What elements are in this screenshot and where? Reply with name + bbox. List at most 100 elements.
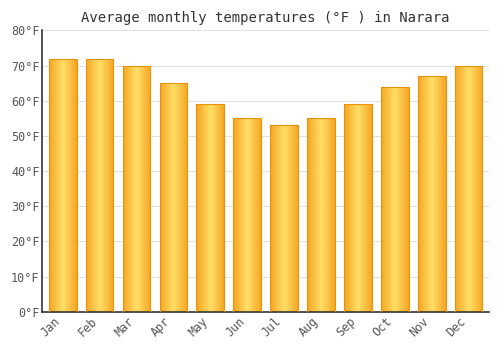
Bar <box>466 65 467 312</box>
Bar <box>200 104 202 312</box>
Bar <box>399 87 400 312</box>
Bar <box>369 104 370 312</box>
Bar <box>401 87 402 312</box>
Bar <box>348 104 349 312</box>
Bar <box>244 118 245 312</box>
Bar <box>100 58 101 312</box>
Bar <box>199 104 200 312</box>
Bar <box>419 76 420 312</box>
Bar <box>101 58 102 312</box>
Bar <box>86 58 114 312</box>
Bar <box>432 76 433 312</box>
Bar <box>422 76 424 312</box>
Bar <box>383 87 384 312</box>
Bar <box>463 65 464 312</box>
Bar <box>481 65 482 312</box>
Bar <box>279 125 280 312</box>
Bar <box>257 118 258 312</box>
Bar <box>174 83 175 312</box>
Bar <box>273 125 274 312</box>
Bar <box>186 83 187 312</box>
Bar <box>142 65 144 312</box>
Bar <box>197 104 198 312</box>
Bar <box>459 65 460 312</box>
Bar <box>213 104 214 312</box>
Bar <box>317 118 318 312</box>
Bar <box>179 83 180 312</box>
Bar <box>241 118 242 312</box>
Bar <box>320 118 321 312</box>
Bar <box>322 118 323 312</box>
Bar <box>272 125 273 312</box>
Bar <box>431 76 432 312</box>
Bar <box>384 87 385 312</box>
Bar <box>371 104 372 312</box>
Bar <box>112 58 114 312</box>
Bar <box>353 104 354 312</box>
Bar <box>242 118 243 312</box>
Bar <box>177 83 178 312</box>
Bar <box>55 58 56 312</box>
Bar <box>326 118 327 312</box>
Bar <box>89 58 90 312</box>
Bar <box>435 76 436 312</box>
Bar <box>58 58 59 312</box>
Bar <box>218 104 220 312</box>
Bar <box>479 65 480 312</box>
Bar <box>170 83 172 312</box>
Bar <box>105 58 106 312</box>
Bar <box>56 58 57 312</box>
Bar <box>184 83 185 312</box>
Bar <box>74 58 75 312</box>
Bar <box>97 58 98 312</box>
Bar <box>259 118 260 312</box>
Bar <box>332 118 333 312</box>
Bar <box>59 58 60 312</box>
Bar <box>291 125 292 312</box>
Bar <box>307 118 335 312</box>
Bar <box>210 104 211 312</box>
Bar <box>90 58 92 312</box>
Bar <box>65 58 66 312</box>
Bar <box>270 125 298 312</box>
Bar <box>442 76 443 312</box>
Bar <box>166 83 167 312</box>
Bar <box>455 65 482 312</box>
Bar <box>135 65 136 312</box>
Bar <box>316 118 317 312</box>
Bar <box>344 104 346 312</box>
Title: Average monthly temperatures (°F ) in Narara: Average monthly temperatures (°F ) in Na… <box>82 11 450 25</box>
Bar <box>346 104 347 312</box>
Bar <box>133 65 134 312</box>
Bar <box>478 65 479 312</box>
Bar <box>102 58 103 312</box>
Bar <box>392 87 394 312</box>
Bar <box>400 87 401 312</box>
Bar <box>161 83 162 312</box>
Bar <box>312 118 314 312</box>
Bar <box>443 76 444 312</box>
Bar <box>468 65 469 312</box>
Bar <box>131 65 132 312</box>
Bar <box>243 118 244 312</box>
Bar <box>285 125 286 312</box>
Bar <box>290 125 291 312</box>
Bar <box>480 65 481 312</box>
Bar <box>106 58 107 312</box>
Bar <box>128 65 129 312</box>
Bar <box>205 104 206 312</box>
Bar <box>407 87 408 312</box>
Bar <box>237 118 238 312</box>
Bar <box>258 118 259 312</box>
Bar <box>220 104 222 312</box>
Bar <box>122 65 150 312</box>
Bar <box>207 104 208 312</box>
Bar <box>370 104 371 312</box>
Bar <box>208 104 209 312</box>
Bar <box>440 76 442 312</box>
Bar <box>365 104 366 312</box>
Bar <box>260 118 261 312</box>
Bar <box>315 118 316 312</box>
Bar <box>314 118 315 312</box>
Bar <box>52 58 53 312</box>
